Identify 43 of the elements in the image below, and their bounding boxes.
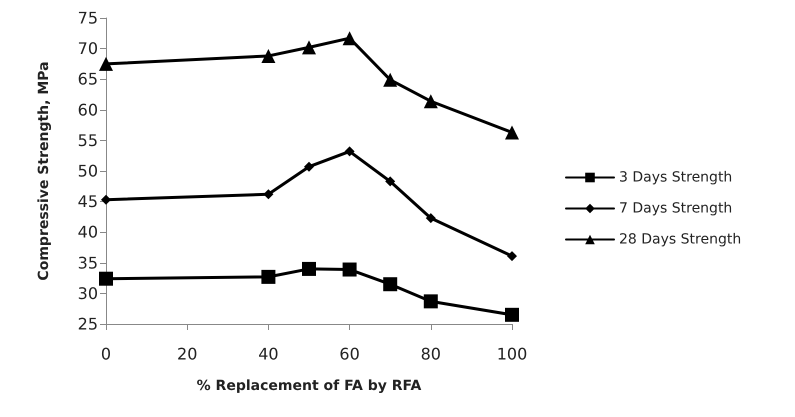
point [261,48,276,63]
y-tick-label: 70 [78,39,98,58]
point [385,176,396,186]
x-tick-label: 40 [258,344,279,364]
y-tick-label: 60 [78,100,98,120]
point [302,262,316,276]
point [505,125,519,140]
point [426,213,436,224]
y-tick-label: 50 [78,162,98,180]
legend-label: 3 Days Strength [619,170,732,186]
point [261,270,276,284]
point [383,277,398,292]
point [383,72,398,87]
point [99,272,113,286]
y-tick-label: 35 [78,253,98,272]
point [507,251,517,262]
point [344,146,355,156]
x-axis-title: % Replacement of FA by RFA [196,378,422,394]
point [263,189,274,200]
legend-label: 7 Days Strength [619,200,732,216]
x-tick-label: 80 [420,344,441,364]
point [505,308,519,322]
y-tick-label: 75 [78,8,98,28]
point [302,40,316,54]
y-axis-title: Compressive Strength, MPa [36,61,52,281]
legend-label: 28 Days Strength [619,232,742,248]
y-tick-label: 55 [78,130,98,150]
x-tick-label: 0 [100,344,112,364]
x-tick-label: 100 [496,344,528,364]
y-tick-label: 45 [78,192,98,212]
point [342,31,357,46]
y-tick-label: 40 [78,222,98,242]
x-tick-label: 60 [339,344,360,364]
point [424,294,438,308]
y-tick-label: 25 [78,314,98,334]
point [342,262,357,277]
point [99,56,113,71]
point [424,94,438,108]
y-tick-label: 65 [78,70,98,89]
x-tick-label: 20 [177,344,198,364]
point [101,194,111,205]
point [304,162,314,172]
y-tick-label: 30 [78,284,98,303]
